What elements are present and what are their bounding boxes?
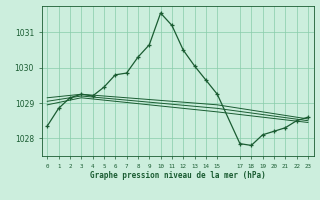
- X-axis label: Graphe pression niveau de la mer (hPa): Graphe pression niveau de la mer (hPa): [90, 171, 266, 180]
